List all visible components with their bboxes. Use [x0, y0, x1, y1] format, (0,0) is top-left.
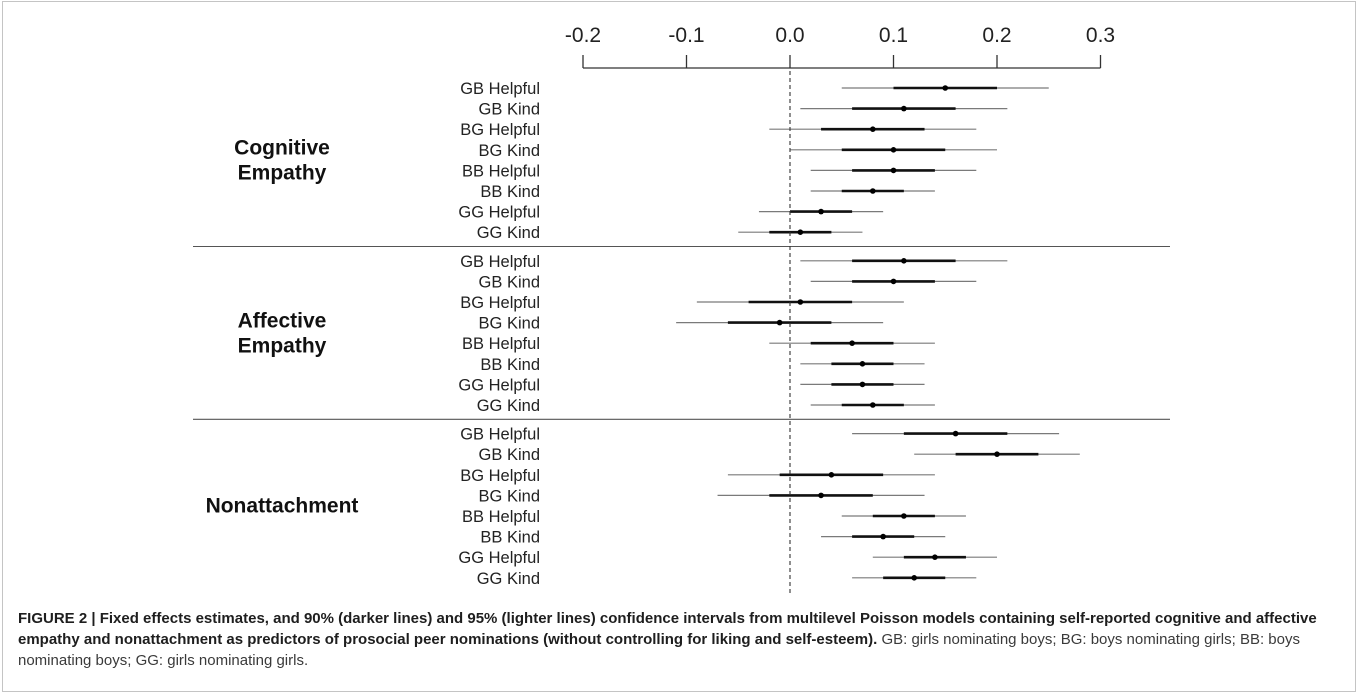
x-tick-label: 0.2 [982, 24, 1011, 47]
x-tick-label: 0.3 [1086, 24, 1115, 47]
row-label: BG Helpful [460, 121, 540, 139]
row-label: GG Helpful [458, 549, 540, 567]
group-label: Affective [238, 309, 327, 332]
x-tick-label: 0.1 [879, 24, 908, 47]
group-label: Cognitive [234, 137, 330, 160]
estimate-point [818, 208, 824, 215]
row-label: GB Kind [479, 101, 540, 119]
estimate-point [859, 381, 866, 388]
x-tick-label: 0.0 [775, 24, 804, 47]
row-label: BG Helpful [460, 467, 540, 485]
row-label: BB Kind [480, 183, 540, 201]
row-label: BB Helpful [462, 335, 540, 353]
estimate-point [994, 451, 1000, 458]
x-tick-label: -0.2 [565, 24, 601, 47]
estimate-point [776, 319, 783, 326]
group-label: Nonattachment [206, 495, 359, 518]
estimate-point [901, 105, 907, 112]
estimate-point [952, 430, 959, 437]
estimate-point [849, 340, 855, 347]
row-label: BG Kind [479, 142, 540, 160]
figure-caption: FIGURE 2 | Fixed effects estimates, and … [18, 608, 1343, 671]
row-label: GB Kind [479, 273, 540, 291]
group-label: Empathy [238, 162, 327, 185]
row-label: BB Helpful [462, 162, 540, 180]
estimate-point [942, 85, 949, 91]
caption-label: FIGURE 2 | Fixed effects estimates, and … [18, 610, 1317, 648]
row-label: GB Helpful [460, 253, 540, 271]
estimate-point [870, 402, 876, 408]
row-label: GB Helpful [460, 426, 540, 444]
group-label: Empathy [238, 334, 327, 357]
estimate-point [797, 229, 804, 235]
row-label: GB Helpful [460, 80, 540, 98]
forest-plot: -0.2 -0.1 0.0 0.1 0.2 0.3 GB Helpful GB Kind BG … [193, 24, 1170, 596]
caption-body: GB: girls nominating boys; BG: boys nomi… [18, 631, 1300, 669]
row-label: BB Kind [480, 356, 540, 374]
estimate-point [859, 361, 866, 367]
estimate-point [797, 299, 804, 305]
estimate-point [901, 258, 907, 264]
estimate-point [870, 188, 876, 194]
row-label: GG Kind [477, 224, 540, 242]
estimate-point [911, 575, 917, 581]
x-tick-label: -0.1 [668, 24, 704, 47]
estimate-point [880, 533, 886, 540]
row-label: BB Helpful [462, 508, 540, 526]
estimate-point [828, 472, 835, 478]
row-label: GG Kind [477, 397, 540, 415]
row-label: GB Kind [479, 446, 540, 464]
row-label: BG Kind [479, 487, 540, 505]
row-label: BG Kind [479, 315, 540, 333]
row-label: BG Helpful [460, 294, 540, 312]
row-label: GG Helpful [458, 204, 540, 222]
estimate-point [890, 147, 897, 153]
estimate-point [890, 167, 897, 174]
row-label: GG Kind [477, 570, 540, 588]
estimate-point [870, 126, 876, 132]
estimate-point [890, 278, 897, 285]
estimate-point [901, 513, 907, 519]
estimate-point [932, 554, 938, 560]
estimate-point [818, 492, 824, 499]
row-label: BB Kind [480, 529, 540, 547]
row-label: GG Helpful [458, 376, 540, 394]
